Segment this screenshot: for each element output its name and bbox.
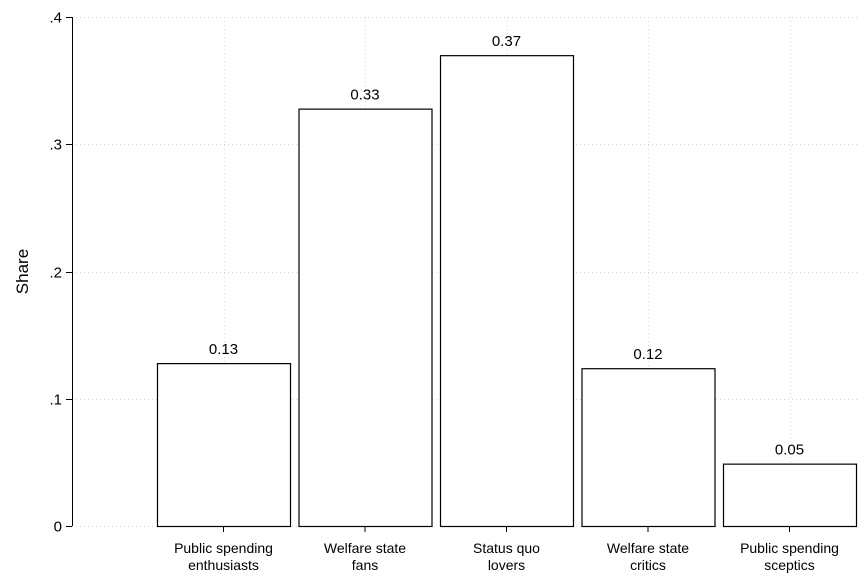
- category-label-4-line-1: sceptics: [764, 557, 815, 573]
- data-label-1: 0.33: [350, 87, 379, 104]
- category-label-1-line-1: fans: [352, 557, 378, 573]
- category-label-0-line-0: Public spending: [174, 540, 273, 556]
- data-label-0: 0.13: [209, 341, 238, 358]
- category-label-4-line-0: Public spending: [740, 540, 839, 556]
- bar-3: [581, 368, 716, 528]
- category-label-1-line-0: Welfare state: [324, 540, 406, 556]
- data-label-2: 0.37: [492, 33, 521, 50]
- data-label-3: 0.12: [633, 346, 662, 363]
- y-axis-title: Share: [13, 249, 32, 294]
- y-tick-label-3: .3: [49, 137, 62, 154]
- data-labels: 0.13 0.33 0.37 0.12 0.05: [209, 33, 804, 458]
- y-tick-label-4: .4: [49, 10, 62, 27]
- y-tick-label-2: .2: [49, 265, 62, 282]
- category-label-3-line-0: Welfare state: [607, 540, 689, 556]
- y-tick-labels: 0 .1 .2 .3 .4: [49, 10, 72, 536]
- bar-1: [298, 108, 433, 528]
- category-label-2-line-1: lovers: [488, 557, 525, 573]
- category-label-3-line-1: critics: [630, 557, 666, 573]
- y-tick-label-0: 0: [54, 519, 62, 536]
- data-label-4: 0.05: [775, 442, 804, 459]
- category-label-0-line-1: enthusiasts: [188, 557, 259, 573]
- bar-0: [156, 363, 292, 528]
- y-tick-label-1: .1: [49, 392, 62, 409]
- bar-2: [439, 55, 575, 528]
- bars: [156, 55, 858, 528]
- bar-4: [722, 463, 858, 528]
- category-label-2-line-0: Status quo: [473, 540, 540, 556]
